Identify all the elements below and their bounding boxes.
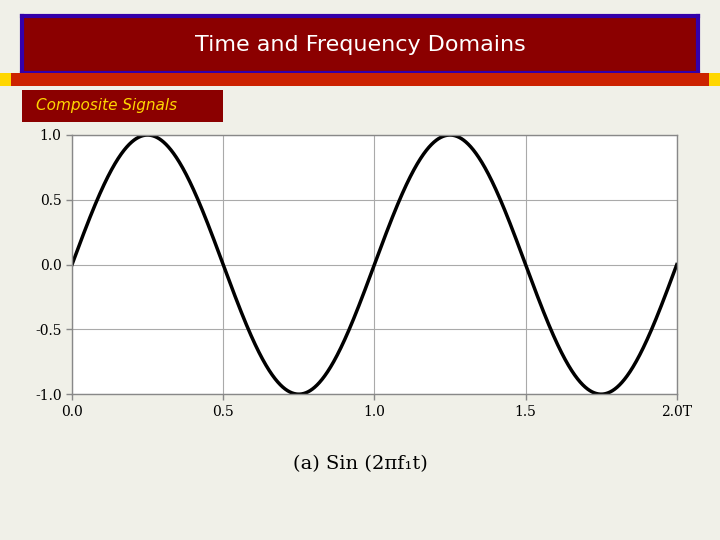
Bar [0,73,11,86]
Text: Time and Frequency Domains: Time and Frequency Domains [194,35,526,55]
Text: Composite Signals: Composite Signals [36,98,177,113]
Text: (a) Sin (2πf₁t): (a) Sin (2πf₁t) [292,455,428,474]
Bar [709,73,720,86]
